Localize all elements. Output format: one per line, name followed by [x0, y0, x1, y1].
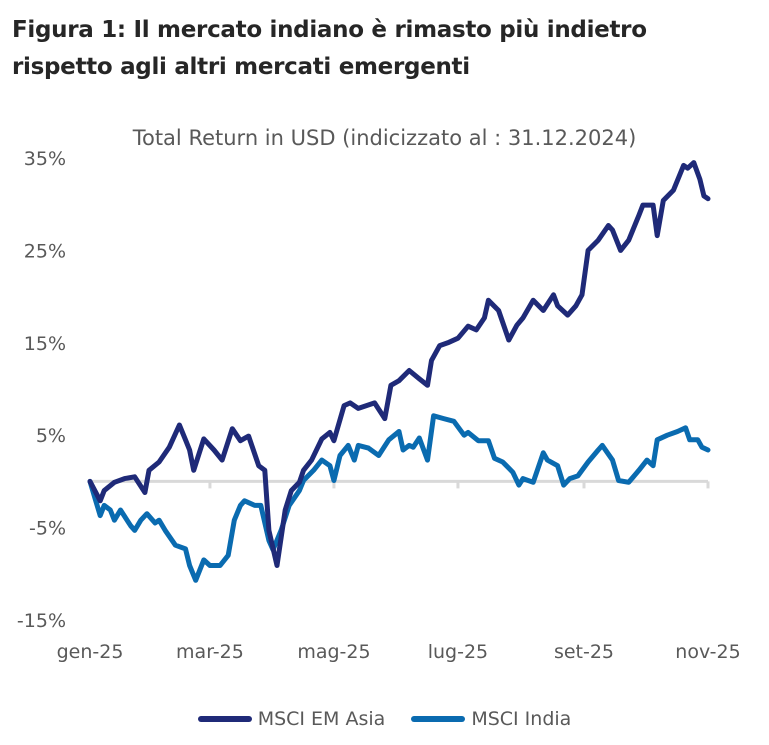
legend-item-msci-em-asia: MSCI EM Asia — [197, 708, 386, 730]
y-tick-label: -15% — [17, 610, 66, 632]
figure-title-line-1: Figura 1: Il mercato indiano è rimasto p… — [12, 17, 647, 43]
figure-title: Figura 1: Il mercato indiano è rimasto p… — [12, 12, 647, 86]
series-lines — [87, 160, 711, 583]
chart-title: Total Return in USD (indicizzato al : 31… — [132, 126, 637, 150]
legend-swatch-msci-em-asia — [197, 716, 252, 722]
series-line-msci-em-asia — [87, 160, 711, 568]
y-axis: 35% 25% 15% 5% -5% -15% — [17, 148, 66, 632]
x-tick-label: set-25 — [554, 641, 614, 663]
x-tick-label: mag-25 — [297, 641, 370, 663]
x-tick-label: mar-25 — [176, 641, 244, 663]
y-tick-label: 5% — [36, 425, 66, 447]
figure-title-line-2: rispetto agli altri mercati emergenti — [12, 54, 470, 80]
legend-label-msci-india: MSCI India — [471, 708, 572, 730]
series-line-msci-india — [87, 413, 711, 583]
x-tick-label: gen-25 — [57, 641, 124, 663]
x-tick-label: lug-25 — [428, 641, 488, 663]
y-tick-label: 15% — [24, 333, 66, 355]
y-tick-label: 35% — [24, 148, 66, 170]
x-tick-label: nov-25 — [675, 641, 740, 663]
y-tick-label: -5% — [29, 518, 66, 540]
y-tick-label: 25% — [24, 240, 66, 262]
legend-label-msci-em-asia: MSCI EM Asia — [257, 708, 386, 730]
legend-swatch-msci-india — [411, 716, 466, 722]
legend: MSCI EM Asia MSCI India — [0, 708, 769, 730]
legend-item-msci-india: MSCI India — [411, 708, 571, 730]
x-axis: gen-25 mar-25 mag-25 lug-25 set-25 nov-25 — [57, 479, 741, 663]
